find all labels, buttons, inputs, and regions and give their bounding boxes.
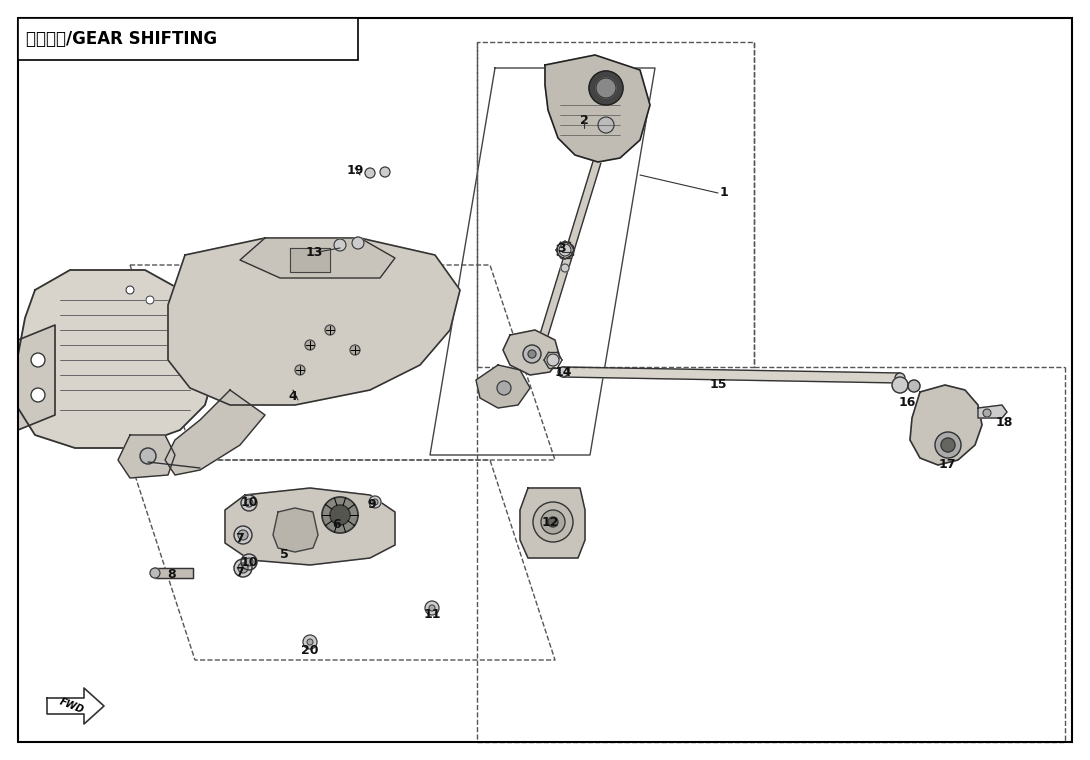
- Circle shape: [146, 296, 154, 304]
- Polygon shape: [168, 238, 460, 405]
- Circle shape: [303, 635, 317, 649]
- Polygon shape: [118, 435, 175, 478]
- Circle shape: [245, 558, 253, 566]
- Text: 8: 8: [168, 568, 177, 581]
- Text: 14: 14: [554, 366, 572, 378]
- Circle shape: [238, 563, 249, 573]
- Circle shape: [140, 448, 156, 464]
- Circle shape: [241, 554, 257, 570]
- Circle shape: [150, 568, 160, 578]
- Text: 1: 1: [719, 186, 728, 200]
- Text: 6: 6: [332, 518, 341, 531]
- Bar: [19, 18, 358, 60]
- Circle shape: [895, 373, 905, 383]
- Circle shape: [370, 496, 382, 508]
- Text: 18: 18: [995, 416, 1013, 429]
- Polygon shape: [564, 367, 900, 383]
- Text: 4: 4: [289, 389, 298, 403]
- Circle shape: [429, 605, 435, 611]
- Polygon shape: [978, 405, 1007, 418]
- Circle shape: [352, 237, 364, 249]
- Circle shape: [561, 264, 569, 272]
- Text: 2: 2: [580, 113, 589, 126]
- Circle shape: [541, 510, 565, 534]
- Circle shape: [307, 639, 313, 645]
- Text: 换挡机构/GEAR SHIFTING: 换挡机构/GEAR SHIFTING: [26, 30, 217, 48]
- Text: 17: 17: [938, 458, 956, 470]
- Polygon shape: [290, 248, 330, 272]
- Text: 11: 11: [423, 607, 440, 620]
- Circle shape: [935, 432, 961, 458]
- Text: 9: 9: [367, 499, 376, 511]
- Circle shape: [908, 380, 920, 392]
- Circle shape: [497, 381, 511, 395]
- Text: 16: 16: [898, 395, 916, 409]
- Circle shape: [425, 601, 439, 615]
- Circle shape: [559, 244, 571, 256]
- Text: 15: 15: [710, 378, 727, 391]
- Circle shape: [31, 353, 45, 367]
- Text: 7: 7: [235, 531, 244, 544]
- Text: 12: 12: [542, 515, 559, 528]
- Polygon shape: [536, 161, 601, 349]
- Circle shape: [295, 365, 305, 375]
- Circle shape: [547, 354, 559, 366]
- Circle shape: [892, 377, 908, 393]
- Polygon shape: [545, 55, 650, 162]
- Circle shape: [941, 438, 955, 452]
- Polygon shape: [155, 568, 193, 578]
- Text: 10: 10: [240, 496, 257, 509]
- Text: 7: 7: [235, 565, 244, 578]
- Circle shape: [598, 117, 614, 133]
- Circle shape: [234, 526, 252, 544]
- Circle shape: [245, 499, 253, 507]
- Circle shape: [234, 559, 252, 577]
- Circle shape: [983, 409, 991, 417]
- Polygon shape: [225, 488, 395, 565]
- Polygon shape: [272, 508, 318, 552]
- Polygon shape: [19, 325, 54, 430]
- Polygon shape: [502, 330, 560, 375]
- Circle shape: [322, 497, 358, 533]
- Bar: [477, 42, 754, 367]
- Circle shape: [589, 71, 623, 105]
- Polygon shape: [47, 688, 104, 724]
- Circle shape: [350, 345, 360, 355]
- Polygon shape: [476, 365, 530, 408]
- Circle shape: [596, 78, 616, 98]
- Text: 10: 10: [240, 556, 257, 569]
- Circle shape: [305, 340, 315, 350]
- Circle shape: [330, 505, 350, 525]
- Text: 13: 13: [305, 245, 323, 258]
- Circle shape: [380, 167, 390, 177]
- Polygon shape: [165, 390, 265, 475]
- Circle shape: [126, 286, 134, 294]
- Circle shape: [365, 168, 375, 178]
- Text: 5: 5: [280, 549, 289, 562]
- Circle shape: [533, 502, 573, 542]
- Text: FWD: FWD: [58, 697, 86, 715]
- Text: 20: 20: [301, 644, 318, 657]
- Circle shape: [241, 495, 257, 511]
- Text: 19: 19: [347, 163, 364, 176]
- Circle shape: [31, 388, 45, 402]
- Circle shape: [523, 345, 541, 363]
- Circle shape: [334, 239, 346, 251]
- Circle shape: [558, 367, 568, 377]
- Circle shape: [548, 517, 558, 527]
- Polygon shape: [520, 488, 585, 558]
- Text: 3: 3: [558, 242, 567, 255]
- Circle shape: [372, 499, 378, 505]
- Polygon shape: [240, 238, 395, 278]
- Polygon shape: [19, 270, 215, 448]
- Circle shape: [238, 530, 249, 540]
- Circle shape: [528, 350, 536, 358]
- Circle shape: [325, 325, 335, 335]
- Polygon shape: [910, 385, 982, 465]
